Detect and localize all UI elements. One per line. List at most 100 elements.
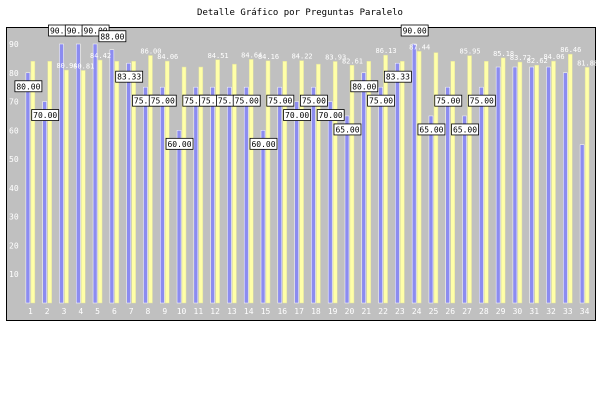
bar-series-2: [450, 61, 455, 304]
x-tick-label: 25: [429, 307, 439, 316]
y-tick-label: 80: [9, 69, 19, 78]
y-tick-label: 10: [9, 270, 19, 279]
bar-series-2: [366, 61, 372, 304]
bar-series-1: [160, 86, 165, 304]
bar-series-1: [361, 72, 367, 304]
x-tick-label: 11: [194, 307, 204, 316]
data-label-box-series-1: [31, 109, 60, 121]
bar-series-1: [579, 144, 585, 304]
bar-series-1: [311, 86, 316, 304]
data-label-box-series-1: [98, 30, 127, 43]
data-label-series-1: 90.00: [403, 27, 427, 36]
x-tick-label: 21: [361, 307, 371, 316]
data-label-series-1: 75.00: [302, 97, 326, 106]
data-label-series-1: 75.00: [369, 97, 393, 106]
data-label-box-series-1: [266, 94, 295, 107]
data-label-series-1: 70.00: [33, 111, 57, 120]
data-label-series-1: 65.00: [335, 125, 359, 134]
data-label-box-series-1: [232, 94, 261, 107]
data-label-box-series-1: [434, 94, 463, 107]
bar-series-1: [428, 115, 434, 304]
data-label-box-series-1: [383, 70, 412, 83]
x-tick-label: 24: [412, 307, 422, 316]
data-label-series-1: 75.00: [268, 97, 292, 106]
x-tick-label: 29: [496, 307, 506, 316]
data-label-box-series-1: [333, 123, 362, 136]
data-label-box-series-1: [316, 109, 345, 121]
bar-series-1: [42, 101, 47, 304]
bar-series-1: [193, 86, 199, 304]
bar-series-2: [332, 61, 338, 304]
bar-series-1: [109, 49, 115, 304]
x-tick-label: 3: [62, 307, 67, 316]
x-tick-label: 10: [177, 307, 187, 316]
bar-series-2: [484, 61, 489, 304]
bar-series-1: [378, 86, 383, 304]
bar-series-2: [467, 55, 472, 304]
bar-series-1: [277, 86, 283, 304]
bar-series-2: [551, 60, 556, 304]
data-label-series-1: 65.00: [453, 125, 477, 134]
data-label-series-1: 83.33: [117, 73, 141, 82]
x-tick-label: 18: [311, 307, 321, 316]
bar-series-2: [47, 61, 52, 304]
data-label-series-1: 75.00: [151, 97, 175, 106]
bar-series-1: [411, 43, 417, 304]
y-tick-label: 60: [9, 126, 19, 135]
data-label-series-1: 90.00: [84, 27, 108, 36]
data-label-series-1: 75.00: [134, 97, 158, 106]
data-label-series-2: 84.06: [543, 53, 564, 61]
x-tick-label: 13: [227, 307, 237, 316]
data-label-series-2: 83.93: [325, 53, 346, 61]
bar-series-2: [383, 54, 388, 304]
bar-series-1: [92, 43, 98, 304]
bar-series-1: [143, 86, 148, 304]
bar-series-2: [248, 59, 254, 304]
data-label-box-series-1: [367, 94, 395, 107]
data-label-series-2: 84.06: [157, 53, 178, 61]
bar-series-2: [232, 63, 237, 304]
y-tick-label: 20: [9, 241, 19, 250]
data-label-box-series-1: [451, 123, 479, 136]
data-label-series-1: 60.00: [251, 140, 275, 149]
data-label-series-1: 65.00: [419, 125, 443, 134]
x-tick-label: 16: [277, 307, 287, 316]
x-tick-label: 22: [378, 307, 388, 316]
data-label-series-1: 90.00: [67, 27, 91, 36]
bar-series-1: [227, 86, 232, 304]
bar-series-2: [433, 52, 439, 304]
bar-series-1: [260, 130, 266, 304]
x-tick-label: 7: [129, 307, 134, 316]
data-label-series-1: 70.00: [319, 111, 343, 120]
x-tick-label: 28: [479, 307, 489, 316]
x-tick-label: 34: [580, 307, 590, 316]
bar-series-2: [584, 67, 590, 304]
bar-series-1: [243, 86, 249, 304]
bar-series-1: [210, 86, 215, 304]
x-tick-label: 20: [345, 307, 355, 316]
data-label-series-1: 80.00: [352, 82, 376, 91]
data-label-series-1: 75.00: [201, 97, 225, 106]
data-label-series-1: 75.00: [235, 97, 259, 106]
bar-series-1: [512, 66, 518, 304]
bar-series-2: [181, 66, 187, 304]
data-label-series-1: 75.00: [436, 97, 460, 106]
x-tick-label: 15: [261, 307, 271, 316]
data-label-series-2: 82.61: [342, 57, 363, 65]
data-label-box-series-1: [115, 70, 144, 83]
data-label-series-2: 82.62: [527, 57, 548, 65]
bar-series-2: [568, 53, 573, 304]
data-label-box-series-1: [14, 80, 43, 93]
bar-series-1: [126, 62, 131, 304]
data-label-series-1: 60.00: [167, 140, 191, 149]
data-label-series-2: 87.44: [409, 43, 430, 51]
x-tick-label: 6: [112, 307, 117, 316]
data-label-series-1: 75.00: [218, 97, 242, 106]
data-label-series-2: 83.72: [510, 54, 531, 62]
data-label-series-1: 88.00: [100, 32, 124, 41]
data-label-box-series-1: [165, 137, 194, 150]
bar-series-2: [114, 61, 120, 304]
data-label-box-series-1: [350, 80, 379, 93]
bar-series-2: [97, 59, 103, 304]
bar-series-2: [299, 60, 304, 304]
